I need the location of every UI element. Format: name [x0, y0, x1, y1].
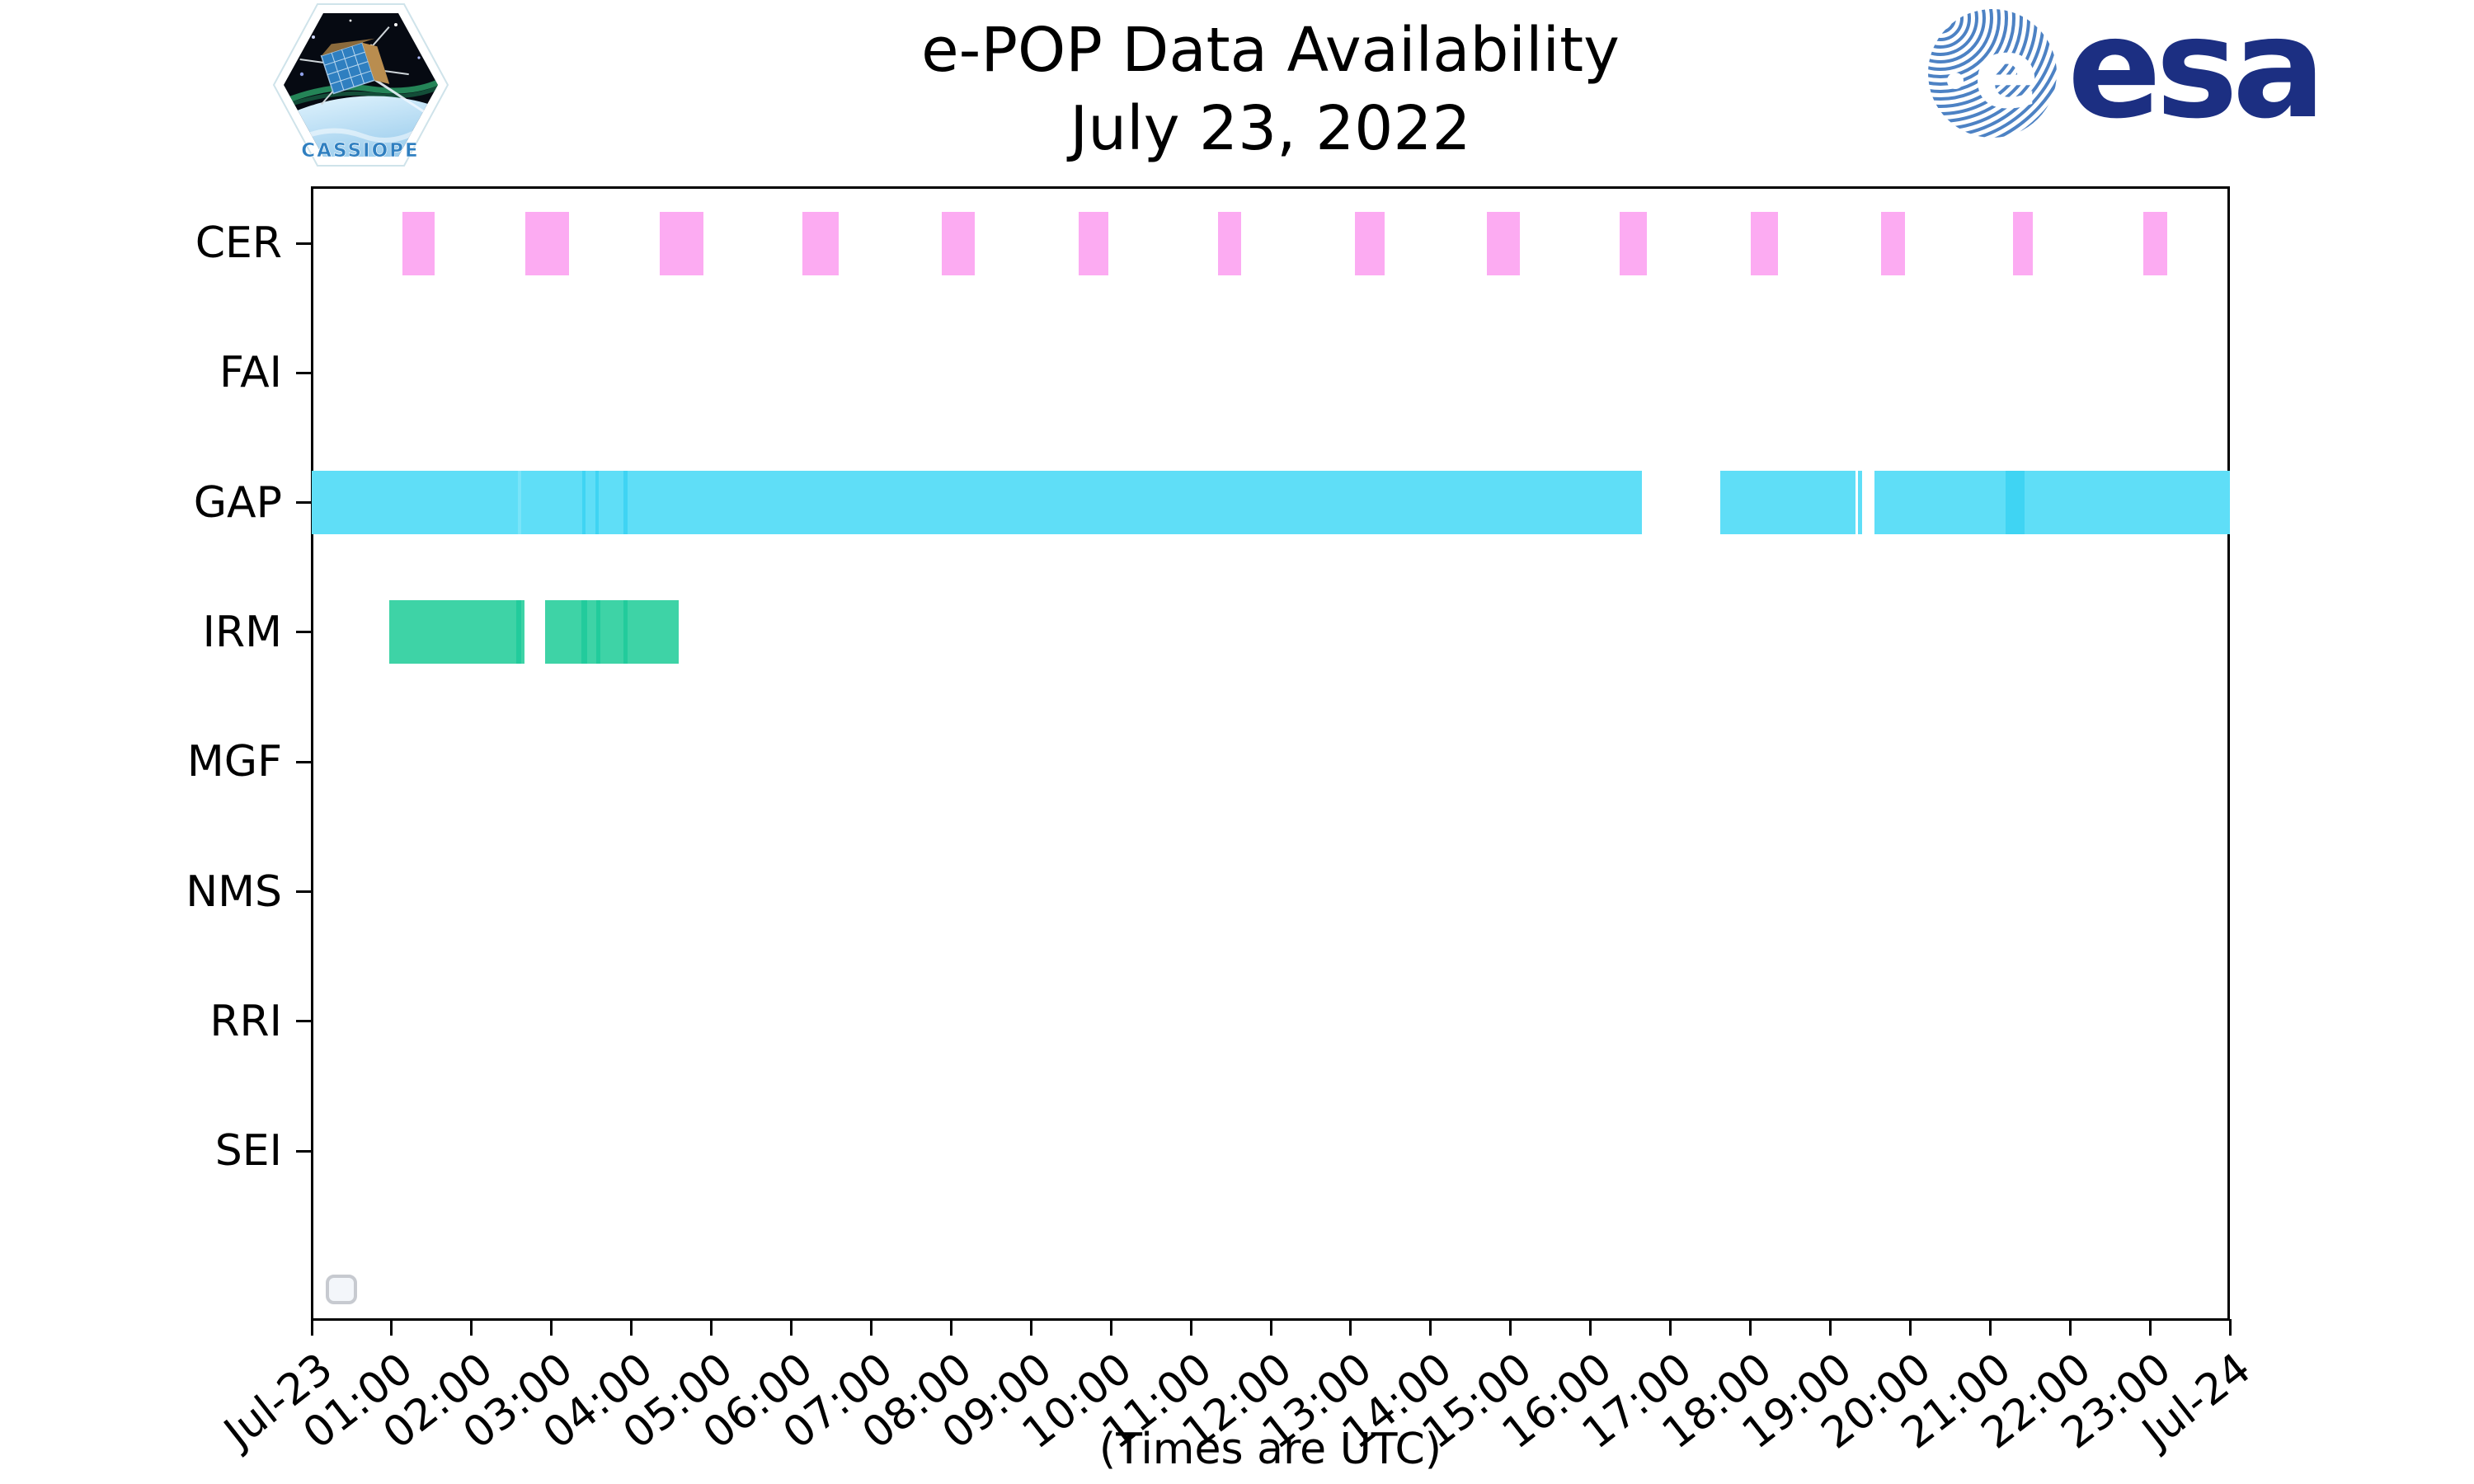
- segment-seam: [516, 600, 521, 665]
- x-tick: [310, 1319, 313, 1336]
- x-tick: [710, 1319, 713, 1336]
- cer-interval-bar: [1881, 211, 1905, 275]
- cer-interval-bar: [1486, 211, 1521, 275]
- x-tick: [470, 1319, 473, 1336]
- gap-interval-bar: [1719, 471, 1856, 535]
- x-tick: [869, 1319, 872, 1336]
- segment-seam: [581, 471, 586, 535]
- x-tick: [1988, 1319, 1992, 1336]
- gap-interval-bar: [312, 471, 1642, 535]
- row-label-fai: FAI: [219, 348, 282, 398]
- cer-interval-bar: [802, 211, 839, 275]
- esa-globe-icon: e: [1928, 9, 2057, 138]
- x-tick: [1109, 1319, 1112, 1336]
- y-tick: [296, 760, 311, 763]
- row-label-gap: GAP: [193, 477, 282, 528]
- cer-interval-bar: [1079, 211, 1109, 275]
- segment-seam: [518, 471, 521, 535]
- gap-interval-bar: [1874, 471, 2230, 535]
- cer-interval-bar: [1218, 211, 1242, 275]
- segment-seam: [623, 471, 628, 535]
- x-tick: [1189, 1319, 1192, 1336]
- x-tick: [1749, 1319, 1752, 1336]
- row-label-sei: SEI: [214, 1126, 282, 1176]
- chart-subtitle: July 23, 2022: [1070, 92, 1471, 164]
- x-tick: [2068, 1319, 2072, 1336]
- row-label-irm: IRM: [202, 607, 282, 657]
- x-tick: [1669, 1319, 1672, 1336]
- irm-interval-bar: [544, 600, 679, 665]
- row-label-rri: RRI: [209, 996, 282, 1046]
- empty-legend-box: [326, 1275, 357, 1304]
- esa-logo: e esa: [1926, 0, 2326, 140]
- x-tick: [630, 1319, 633, 1336]
- x-tick: [2228, 1319, 2232, 1336]
- gap-interval-bar: [1858, 471, 1863, 535]
- cer-interval-bar: [1354, 211, 1385, 275]
- segment-seam: [595, 471, 599, 535]
- cer-interval-bar: [659, 211, 703, 275]
- cer-interval-bar: [941, 211, 976, 275]
- cer-interval-bar: [2143, 211, 2168, 275]
- x-axis-caption: (Times are UTC): [1098, 1425, 1442, 1474]
- x-tick: [1509, 1319, 1512, 1336]
- row-label-cer: CER: [195, 218, 282, 268]
- esa-wordmark: esa: [2067, 0, 2326, 149]
- y-tick: [296, 1020, 311, 1023]
- cer-interval-bar: [2013, 211, 2033, 275]
- y-tick: [296, 631, 311, 634]
- cassiope-mission-patch: CASSIOPE: [272, 0, 449, 171]
- chart-title-block: e-POP Data Availability July 23, 2022: [311, 12, 2230, 167]
- x-tick: [1029, 1319, 1032, 1336]
- x-tick: [1589, 1319, 1592, 1336]
- irm-interval-bar: [389, 600, 524, 665]
- segment-seam: [581, 600, 588, 665]
- x-tick: [550, 1319, 553, 1336]
- x-tick: [1349, 1319, 1352, 1336]
- chart-title: e-POP Data Availability: [921, 15, 1620, 86]
- segment-seam: [2005, 471, 2025, 535]
- x-tick: [1429, 1319, 1432, 1336]
- cer-interval-bar: [1751, 211, 1779, 275]
- plot-area: [311, 186, 2230, 1321]
- x-tick: [1908, 1319, 1912, 1336]
- cer-interval-bar: [402, 211, 435, 275]
- segment-seam: [596, 600, 600, 665]
- cer-interval-bar: [1619, 211, 1648, 275]
- svg-text:e: e: [1973, 16, 2039, 130]
- cassiope-patch-graphic: CASSIOPE: [272, 3, 449, 167]
- y-tick: [296, 1149, 311, 1153]
- segment-seam: [623, 600, 628, 665]
- x-tick: [949, 1319, 952, 1336]
- row-label-nms: NMS: [186, 866, 282, 917]
- cer-interval-bar: [524, 211, 570, 275]
- x-tick: [790, 1319, 793, 1336]
- cassiope-patch-label: CASSIOPE: [301, 140, 419, 162]
- y-tick: [296, 890, 311, 893]
- y-tick: [296, 501, 311, 505]
- x-tick: [1828, 1319, 1832, 1336]
- x-tick: [390, 1319, 393, 1336]
- y-tick: [296, 371, 311, 374]
- row-label-mgf: MGF: [186, 737, 282, 787]
- x-tick: [2148, 1319, 2152, 1336]
- x-tick: [1269, 1319, 1272, 1336]
- y-tick: [296, 242, 311, 245]
